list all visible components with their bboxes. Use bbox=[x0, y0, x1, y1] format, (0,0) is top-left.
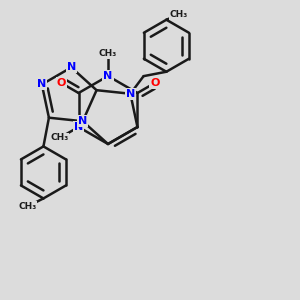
Text: N: N bbox=[103, 71, 112, 81]
Text: CH₃: CH₃ bbox=[50, 134, 69, 142]
Text: CH₃: CH₃ bbox=[99, 50, 117, 58]
Text: N: N bbox=[78, 116, 87, 126]
Text: N: N bbox=[37, 80, 46, 89]
Text: O: O bbox=[150, 78, 160, 88]
Text: N: N bbox=[67, 62, 76, 72]
Text: N: N bbox=[126, 89, 135, 99]
Text: O: O bbox=[56, 78, 66, 88]
Text: N: N bbox=[74, 122, 83, 132]
Text: CH₃: CH₃ bbox=[18, 202, 37, 211]
Text: CH₃: CH₃ bbox=[169, 10, 188, 19]
